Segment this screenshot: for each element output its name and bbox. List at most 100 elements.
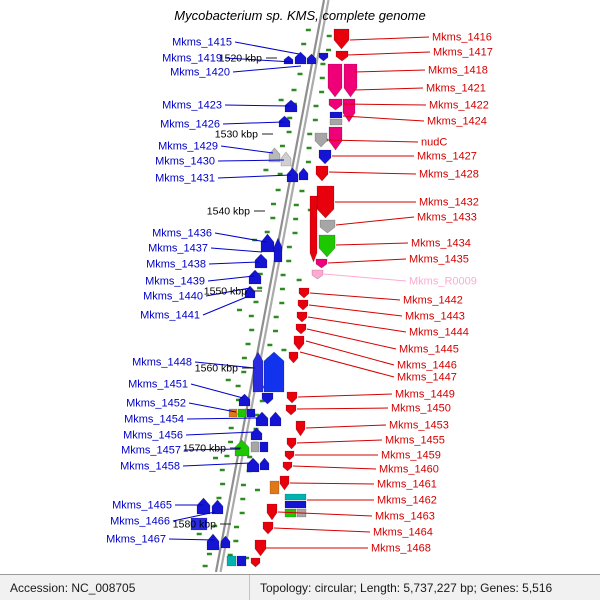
gene-glyph[interactable] [250, 441, 260, 453]
gene-glyph[interactable] [246, 408, 256, 418]
gene-label[interactable]: Mkms_1415 [172, 37, 232, 49]
gene-glyph[interactable] [296, 311, 308, 323]
gene-glyph[interactable] [298, 287, 310, 299]
gene-glyph[interactable] [190, 517, 208, 531]
gene-glyph[interactable] [244, 285, 256, 299]
gene-glyph[interactable] [297, 299, 309, 311]
gene-glyph[interactable] [285, 404, 297, 416]
gene-label[interactable]: Mkms_1448 [132, 357, 192, 369]
gene-label[interactable]: Mkms_1436 [152, 228, 212, 240]
gene-label[interactable]: Mkms_1435 [409, 254, 469, 266]
gene-glyph[interactable] [335, 50, 349, 62]
gene-label[interactable]: Mkms_1455 [385, 435, 445, 447]
gene-label[interactable]: Mkms_1433 [417, 212, 477, 224]
gene-glyph[interactable] [236, 555, 247, 567]
gene-glyph[interactable] [318, 149, 332, 165]
gene-label[interactable]: Mkms_1462 [377, 495, 437, 507]
gene-glyph[interactable] [238, 393, 251, 407]
gene-glyph[interactable] [284, 450, 295, 461]
gene-glyph[interactable] [284, 99, 298, 113]
gene-label[interactable]: Mkms_1465 [112, 500, 172, 512]
gene-glyph[interactable] [254, 253, 268, 269]
gene-label[interactable]: Mkms_1416 [432, 32, 492, 44]
gene-label[interactable]: Mkms_1439 [145, 276, 205, 288]
gene-glyph[interactable] [282, 461, 293, 472]
gene-glyph[interactable] [315, 165, 329, 182]
gene-label[interactable]: Mkms_1453 [389, 420, 449, 432]
gene-label[interactable]: Mkms_1460 [379, 464, 439, 476]
gene-glyph[interactable] [314, 132, 328, 148]
gene-label[interactable]: Mkms_1447 [397, 372, 457, 384]
gene-label[interactable]: Mkms_1451 [128, 379, 188, 391]
gene-label[interactable]: Mkms_1437 [148, 243, 208, 255]
gene-glyph[interactable] [327, 63, 343, 98]
gene-label[interactable]: Mkms_1454 [124, 414, 184, 426]
gene-glyph[interactable] [248, 269, 262, 285]
gene-glyph[interactable] [268, 147, 281, 163]
gene-glyph[interactable] [295, 323, 307, 335]
gene-glyph[interactable] [279, 475, 290, 491]
gene-label[interactable]: Mkms_1422 [429, 100, 489, 112]
gene-glyph[interactable] [250, 557, 261, 568]
gene-glyph[interactable] [226, 555, 237, 567]
gene-label[interactable]: Mkms_1468 [371, 543, 431, 555]
gene-label[interactable]: Mkms_1449 [395, 389, 455, 401]
gene-label[interactable]: Mkms_1431 [155, 173, 215, 185]
gene-glyph[interactable] [288, 351, 299, 364]
gene-glyph[interactable] [293, 335, 305, 351]
gene-glyph[interactable] [254, 539, 267, 557]
gene-label[interactable]: Mkms_1432 [419, 197, 479, 209]
gene-label[interactable]: Mkms_1438 [146, 259, 206, 271]
gene-label[interactable]: Mkms_1458 [120, 461, 180, 473]
gene-label[interactable]: Mkms_R0009 [409, 276, 477, 288]
gene-label[interactable]: Mkms_1443 [405, 311, 465, 323]
gene-label[interactable]: Mkms_1459 [381, 450, 441, 462]
gene-glyph[interactable] [286, 391, 298, 404]
gene-glyph[interactable] [284, 493, 307, 501]
gene-label[interactable]: Mkms_1463 [375, 511, 435, 523]
gene-label[interactable]: Mkms_1427 [417, 151, 477, 163]
gene-label[interactable]: Mkms_1417 [433, 47, 493, 59]
gene-label[interactable]: Mkms_1434 [411, 238, 471, 250]
gene-label[interactable]: Mkms_1420 [170, 67, 230, 79]
gene-label[interactable]: Mkms_1444 [409, 327, 469, 339]
gene-glyph[interactable] [252, 351, 264, 393]
gene-glyph[interactable] [260, 233, 275, 253]
gene-glyph[interactable] [263, 351, 285, 393]
gene-label[interactable]: Mkms_1445 [399, 344, 459, 356]
gene-glyph[interactable] [333, 28, 350, 50]
gene-glyph[interactable] [211, 499, 224, 515]
gene-label[interactable]: Mkms_1452 [126, 398, 186, 410]
gene-label[interactable]: Mkms_1424 [427, 116, 487, 128]
gene-glyph[interactable] [328, 126, 343, 151]
gene-label[interactable]: Mkms_1419 [162, 53, 222, 65]
gene-glyph[interactable] [318, 52, 329, 62]
gene-label[interactable]: Mkms_1440 [143, 291, 203, 303]
gene-glyph[interactable] [273, 237, 283, 263]
gene-glyph[interactable] [246, 457, 260, 473]
gene-glyph[interactable] [328, 98, 343, 111]
gene-label[interactable]: Mkms_1423 [162, 100, 222, 112]
gene-glyph[interactable] [255, 411, 269, 427]
gene-label[interactable]: Mkms_1442 [403, 295, 463, 307]
gene-glyph[interactable] [280, 151, 292, 167]
gene-label[interactable]: Mkms_1464 [373, 527, 433, 539]
gene-label[interactable]: Mkms_1418 [428, 65, 488, 77]
gene-glyph[interactable] [342, 98, 356, 123]
gene-label[interactable]: Mkms_1426 [160, 119, 220, 131]
gene-label[interactable]: Mkms_1457 [121, 445, 181, 457]
gene-glyph[interactable] [269, 411, 282, 427]
gene-glyph[interactable] [228, 408, 238, 418]
gene-glyph[interactable] [294, 51, 307, 65]
gene-label[interactable]: Mkms_1429 [158, 141, 218, 153]
gene-glyph[interactable] [283, 55, 294, 65]
gene-glyph[interactable] [306, 53, 317, 65]
gene-glyph[interactable] [286, 437, 297, 450]
gene-glyph[interactable] [250, 427, 263, 441]
gene-glyph[interactable] [343, 63, 358, 98]
gene-label[interactable]: Mkms_1428 [419, 169, 479, 181]
gene-glyph[interactable] [261, 392, 274, 405]
gene-label[interactable]: Mkms_1461 [377, 479, 437, 491]
gene-glyph[interactable] [298, 167, 309, 181]
gene-glyph[interactable] [319, 219, 336, 234]
